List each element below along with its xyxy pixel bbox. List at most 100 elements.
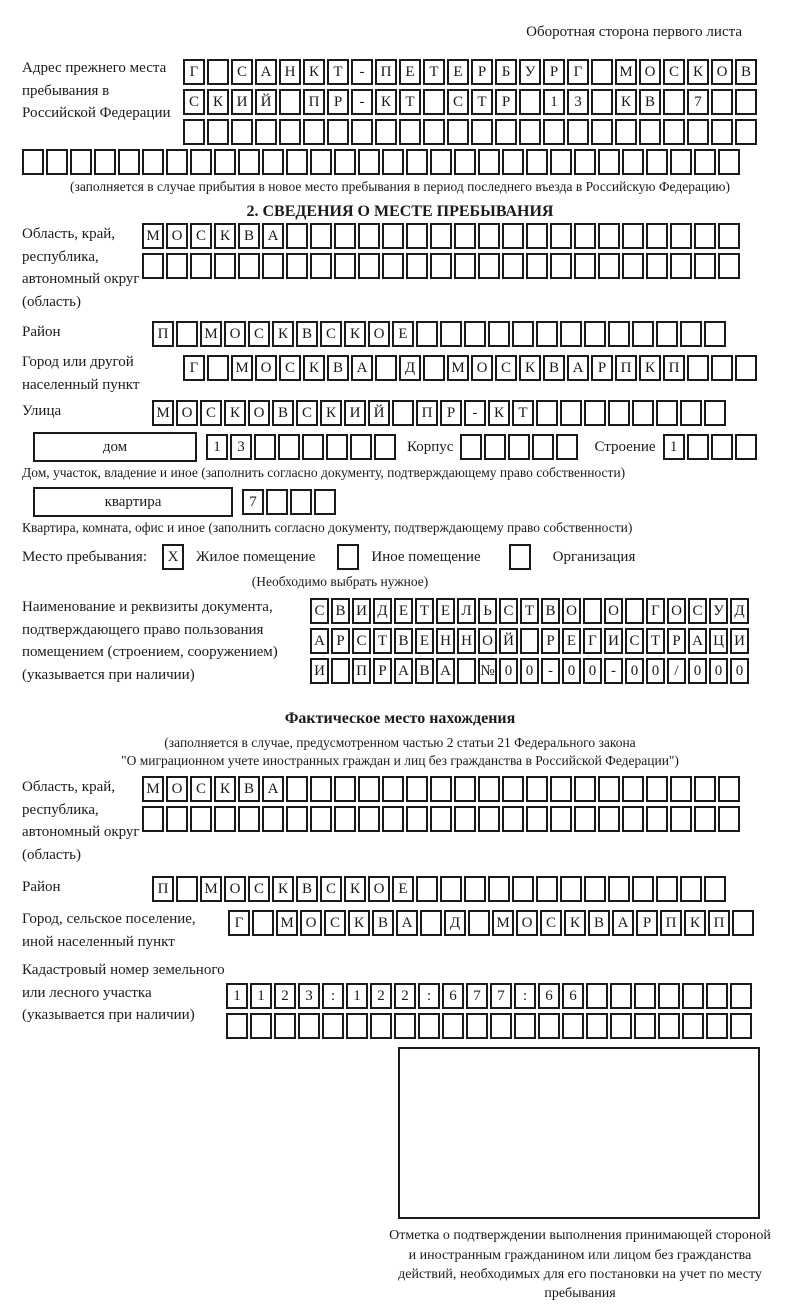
- form-cell[interactable]: Е: [392, 321, 414, 347]
- form-cell[interactable]: [478, 806, 500, 833]
- form-cell[interactable]: [190, 149, 212, 175]
- form-cell[interactable]: [536, 400, 558, 426]
- form-cell[interactable]: В: [415, 658, 434, 684]
- form-cell[interactable]: [526, 223, 548, 249]
- form-cell[interactable]: [646, 253, 668, 279]
- form-cell[interactable]: [680, 400, 702, 426]
- form-cell[interactable]: [711, 119, 733, 145]
- form-cell[interactable]: [262, 149, 284, 175]
- form-cell[interactable]: М: [142, 223, 164, 249]
- form-cell[interactable]: [632, 876, 654, 903]
- form-cell[interactable]: 7: [466, 983, 488, 1010]
- form-cell[interactable]: [454, 776, 476, 803]
- form-cell[interactable]: [586, 1013, 608, 1040]
- form-cell[interactable]: [598, 806, 620, 833]
- form-cell[interactable]: Д: [444, 910, 466, 937]
- form-cell[interactable]: Т: [423, 59, 445, 85]
- form-cell[interactable]: [250, 1013, 272, 1040]
- form-cell[interactable]: [574, 253, 596, 279]
- form-cell[interactable]: [710, 434, 733, 460]
- form-cell[interactable]: [556, 434, 579, 460]
- form-cell[interactable]: [70, 149, 92, 175]
- form-cell[interactable]: А: [351, 355, 373, 381]
- form-cell[interactable]: 0: [646, 658, 665, 684]
- form-cell[interactable]: [423, 119, 445, 145]
- form-cell[interactable]: [704, 876, 726, 903]
- form-cell[interactable]: [538, 1013, 560, 1040]
- form-cell[interactable]: [670, 806, 692, 833]
- form-cell[interactable]: В: [296, 876, 318, 903]
- form-cell[interactable]: [430, 253, 452, 279]
- form-cell[interactable]: [734, 434, 757, 460]
- form-cell[interactable]: [286, 253, 308, 279]
- form-cell[interactable]: [658, 1013, 680, 1040]
- form-cell[interactable]: [519, 89, 541, 115]
- form-cell[interactable]: О: [562, 598, 581, 624]
- form-cell[interactable]: И: [310, 658, 329, 684]
- form-cell[interactable]: К: [488, 400, 510, 426]
- form-cell[interactable]: [382, 149, 404, 175]
- form-cell[interactable]: -: [541, 658, 560, 684]
- form-cell[interactable]: Т: [373, 628, 392, 654]
- form-cell[interactable]: [646, 776, 668, 803]
- form-cell[interactable]: [711, 355, 733, 381]
- form-cell[interactable]: Г: [583, 628, 602, 654]
- form-cell[interactable]: [406, 776, 428, 803]
- form-cell[interactable]: [718, 776, 740, 803]
- form-cell[interactable]: 7: [490, 983, 512, 1010]
- form-cell[interactable]: П: [615, 355, 637, 381]
- form-cell[interactable]: [207, 59, 229, 85]
- form-cell[interactable]: В: [543, 355, 565, 381]
- form-cell[interactable]: В: [296, 321, 318, 347]
- form-cell[interactable]: [718, 223, 740, 249]
- form-cell[interactable]: [502, 776, 524, 803]
- form-cell[interactable]: С: [200, 400, 222, 426]
- form-cell[interactable]: [694, 149, 716, 175]
- form-cell[interactable]: [686, 434, 709, 460]
- form-cell[interactable]: Т: [512, 400, 534, 426]
- form-cell[interactable]: -: [464, 400, 486, 426]
- form-cell[interactable]: [598, 223, 620, 249]
- form-cell[interactable]: [732, 910, 754, 937]
- form-cell[interactable]: [416, 876, 438, 903]
- form-cell[interactable]: [454, 806, 476, 833]
- form-cell[interactable]: [646, 149, 668, 175]
- form-cell[interactable]: К: [375, 89, 397, 115]
- form-cell[interactable]: 3: [230, 434, 252, 460]
- form-cell[interactable]: [608, 321, 630, 347]
- form-cell[interactable]: С: [495, 355, 517, 381]
- form-cell[interactable]: П: [375, 59, 397, 85]
- form-cell[interactable]: [406, 223, 428, 249]
- form-cell[interactable]: [207, 119, 229, 145]
- form-cell[interactable]: [406, 253, 428, 279]
- form-cell[interactable]: [598, 149, 620, 175]
- form-cell[interactable]: 1: [662, 434, 685, 460]
- form-cell[interactable]: И: [730, 628, 749, 654]
- form-cell[interactable]: [457, 658, 476, 684]
- form-cell[interactable]: [430, 776, 452, 803]
- form-cell[interactable]: [46, 149, 68, 175]
- form-cell[interactable]: О: [368, 321, 390, 347]
- form-cell[interactable]: [591, 89, 613, 115]
- form-cell[interactable]: [550, 253, 572, 279]
- form-cell[interactable]: [735, 119, 757, 145]
- form-cell[interactable]: К: [207, 89, 229, 115]
- form-cell[interactable]: [266, 489, 288, 515]
- form-cell[interactable]: [735, 355, 757, 381]
- form-cell[interactable]: [670, 776, 692, 803]
- form-cell[interactable]: Р: [331, 628, 350, 654]
- form-cell[interactable]: [526, 149, 548, 175]
- form-cell[interactable]: [214, 806, 236, 833]
- form-cell[interactable]: -: [351, 59, 373, 85]
- form-cell[interactable]: [190, 253, 212, 279]
- form-cell[interactable]: [279, 89, 301, 115]
- form-cell[interactable]: [670, 223, 692, 249]
- form-cell[interactable]: [471, 119, 493, 145]
- form-cell[interactable]: [687, 119, 709, 145]
- form-cell[interactable]: О: [639, 59, 661, 85]
- form-cell[interactable]: Н: [279, 59, 301, 85]
- form-cell[interactable]: [274, 1013, 296, 1040]
- form-cell[interactable]: 0: [520, 658, 539, 684]
- form-cell[interactable]: [255, 119, 277, 145]
- form-cell[interactable]: [166, 149, 188, 175]
